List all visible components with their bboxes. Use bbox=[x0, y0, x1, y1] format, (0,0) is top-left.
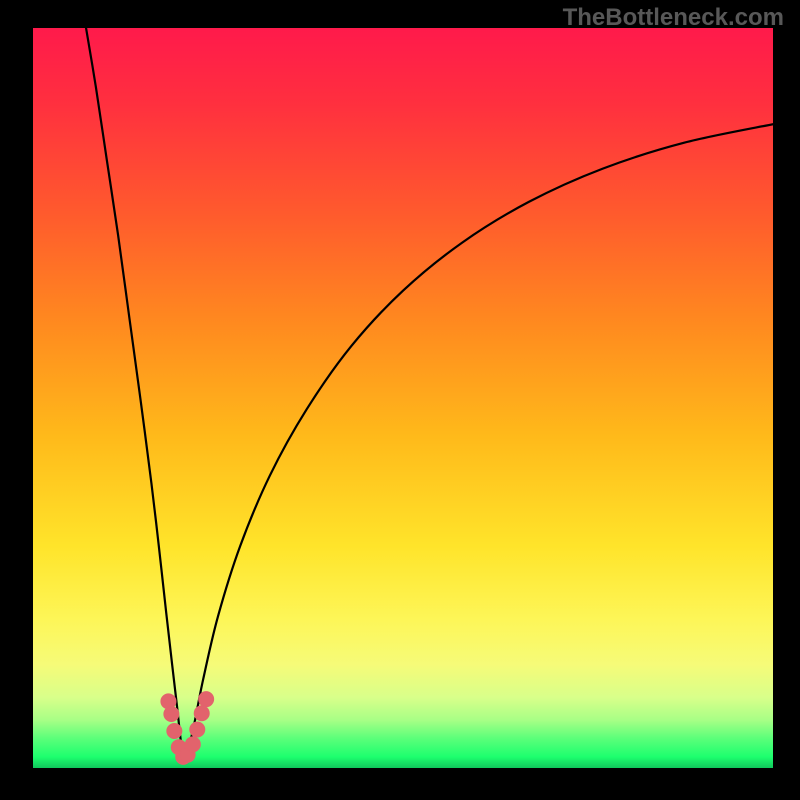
curve-marker bbox=[190, 722, 205, 737]
curve-marker bbox=[199, 692, 214, 707]
curve-marker bbox=[185, 737, 200, 752]
curve-marker bbox=[167, 724, 182, 739]
bottleneck-chart bbox=[0, 0, 800, 800]
plot-gradient-background bbox=[33, 28, 773, 768]
watermark-text: TheBottleneck.com bbox=[563, 4, 784, 32]
curve-marker bbox=[194, 706, 209, 721]
chart-container: TheBottleneck.com bbox=[0, 0, 800, 800]
curve-marker bbox=[164, 706, 179, 721]
